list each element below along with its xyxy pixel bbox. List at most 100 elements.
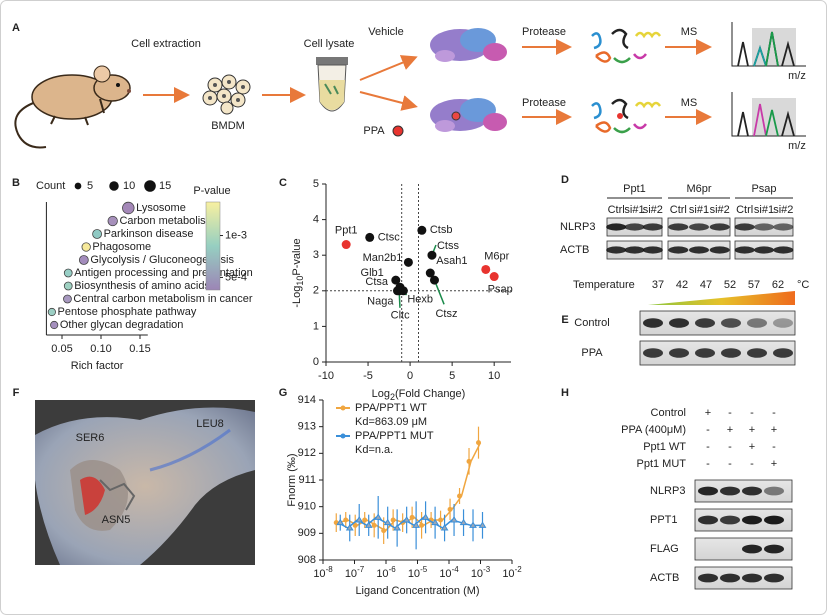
- bubble: [81, 242, 91, 252]
- y-tick-label: 1: [313, 320, 319, 332]
- x-tick-label: 10-3: [471, 565, 491, 580]
- band: [754, 223, 774, 231]
- y-tick-label: 913: [298, 421, 316, 433]
- step-label: PPA: [363, 125, 385, 137]
- band: [669, 348, 689, 358]
- point-label: Glb1: [361, 267, 384, 279]
- point: [371, 522, 377, 528]
- x-tick-label: 10-5: [408, 565, 428, 580]
- band: [643, 318, 663, 328]
- legend-label: PPA/PPT1 WT: [355, 402, 427, 414]
- step-label: Cell lysate: [304, 38, 355, 50]
- band: [668, 223, 689, 231]
- panel-label: E: [561, 314, 568, 326]
- band: [720, 486, 740, 496]
- point: [440, 524, 449, 531]
- y-tick-label: 909: [298, 527, 316, 539]
- band: [624, 246, 645, 254]
- condition-label: PPA (400μM): [621, 424, 686, 436]
- point-label: Naga: [367, 296, 394, 308]
- condition-label: Ppt1 MUT: [636, 458, 686, 470]
- point-label: Ctss: [437, 240, 460, 252]
- band: [642, 246, 663, 254]
- point-label: Psap: [488, 283, 513, 295]
- panel-label: G: [279, 387, 288, 399]
- point: [469, 521, 477, 528]
- x-tick-label: 10-6: [376, 565, 396, 580]
- residue-label: SER6: [76, 432, 105, 444]
- band: [698, 515, 718, 525]
- row-label: ACTB: [650, 572, 679, 584]
- x-tick-label: -5: [363, 370, 373, 382]
- x-tick-label: 5: [449, 370, 455, 382]
- band: [764, 486, 784, 496]
- condition-sign: -: [750, 407, 754, 419]
- row-label: NLRP3: [650, 485, 685, 497]
- x-axis-label: Log2(Fold Change): [372, 388, 466, 402]
- group-label: Ppt1: [623, 183, 646, 195]
- point: [447, 506, 453, 512]
- condition-sign: -: [750, 458, 754, 470]
- bubble: [63, 281, 73, 291]
- point: [419, 522, 425, 528]
- band: [773, 223, 794, 231]
- condition-sign: +: [749, 441, 755, 453]
- band: [698, 486, 718, 496]
- point: [365, 232, 375, 242]
- panel-label: A: [12, 22, 20, 34]
- condition-sign: +: [771, 458, 777, 470]
- row-label: ACTB: [560, 244, 589, 256]
- temperature: 37: [652, 279, 664, 291]
- condition-label: Control: [651, 407, 686, 419]
- y-tick-label: 0: [313, 356, 319, 368]
- condition-sign: -: [728, 441, 732, 453]
- y-tick-label: 911: [298, 474, 316, 486]
- step-label: Protease: [522, 97, 566, 109]
- point: [336, 518, 345, 526]
- step-label: MS: [681, 26, 698, 38]
- point: [390, 517, 396, 523]
- band: [720, 573, 740, 583]
- blot: [639, 340, 796, 366]
- temperature: 42: [676, 279, 688, 291]
- x-axis-label: Rich factor: [71, 360, 124, 372]
- x-tick-label: 0.15: [129, 343, 150, 355]
- point: [402, 516, 411, 523]
- point-label: Ctsb: [430, 224, 453, 236]
- legend-bubble: [74, 182, 82, 190]
- condition-sign: -: [772, 441, 776, 453]
- condition-sign: -: [706, 458, 710, 470]
- legend-label: PPA/PPT1 MUT: [355, 430, 434, 442]
- x-tick-label: 10-2: [502, 565, 522, 580]
- point: [345, 524, 354, 531]
- lane-label: si#1: [754, 204, 774, 216]
- band: [742, 515, 762, 525]
- point: [450, 516, 458, 523]
- band: [742, 573, 762, 583]
- bubble: [63, 268, 73, 278]
- lane-label: si#1: [689, 204, 709, 216]
- lane-label: si#1: [624, 204, 644, 216]
- band: [709, 223, 730, 231]
- legend-label: 5: [87, 180, 93, 192]
- lane-label: si#2: [773, 204, 793, 216]
- band: [606, 246, 627, 254]
- step-label: Protease: [522, 26, 566, 38]
- x-tick-label: 10-4: [439, 565, 459, 580]
- point-label: Ctsa: [365, 276, 389, 288]
- point-label: Hexb: [407, 294, 433, 306]
- point: [364, 521, 373, 528]
- point: [478, 521, 487, 528]
- colorbar: [205, 201, 221, 291]
- y-tick-label: 912: [298, 447, 316, 459]
- band: [709, 246, 730, 254]
- band: [721, 348, 741, 358]
- bubble: [63, 294, 72, 304]
- point: [403, 257, 413, 267]
- point: [412, 521, 421, 528]
- band: [695, 348, 715, 358]
- band: [642, 223, 663, 231]
- colorbar-title: P-value: [193, 185, 230, 197]
- point-label: Man2b1: [363, 252, 403, 264]
- point: [476, 440, 481, 446]
